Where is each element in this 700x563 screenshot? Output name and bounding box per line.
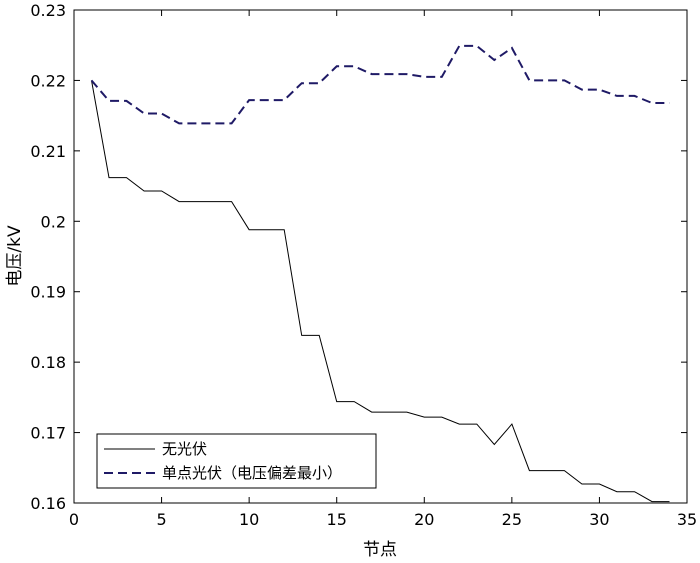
legend-box [96, 433, 377, 489]
x-tick-label: 20 [414, 510, 434, 529]
plot-area [73, 9, 688, 504]
y-tick-label: 0.21 [30, 142, 66, 161]
axis-ticks: 0 5 10 15 20 25 30 35 0.16 0.17 0.18 0.19 0.2 0.21 0.2… [30, 1, 697, 529]
y-tick-label: 0.17 [30, 424, 66, 443]
series-line-single-pv [90, 44, 670, 125]
y-tick-label: 0.18 [30, 353, 66, 372]
legend-label-single-pv: 单点光伏（电压偏差最小） [162, 464, 342, 482]
x-tick-label: 15 [327, 510, 347, 529]
y-tick-label: 0.19 [30, 283, 66, 302]
series-line-no-pv [91, 80, 670, 503]
x-tick-label: 10 [239, 510, 259, 529]
legend: 无光伏 单点光伏（电压偏差最小） [96, 433, 377, 489]
x-tick-label: 5 [156, 510, 166, 529]
y-tick-label: 0.22 [30, 71, 66, 90]
legend-label-no-pv: 无光伏 [162, 440, 207, 458]
series-lines [90, 44, 670, 503]
y-tick-label: 0.23 [30, 1, 66, 20]
x-axis-title: 节点 [363, 540, 397, 560]
x-tick-label: 35 [677, 510, 697, 529]
x-tick-label: 25 [502, 510, 522, 529]
y-tick-label: 0.16 [30, 494, 66, 513]
x-tick-label: 0 [69, 510, 79, 529]
y-tick-label: 0.2 [41, 212, 66, 231]
y-axis-title: 电压/kV [5, 225, 25, 287]
x-tick-label: 30 [589, 510, 609, 529]
